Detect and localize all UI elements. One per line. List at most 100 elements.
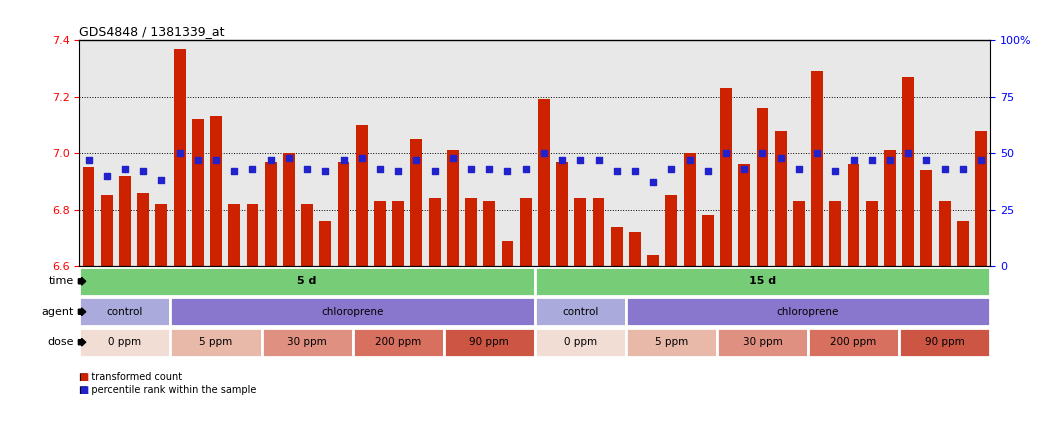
Point: [845, 157, 862, 163]
Point: [681, 157, 698, 163]
Bar: [593, 198, 605, 266]
Bar: [229, 204, 240, 266]
Point: [809, 150, 826, 157]
Text: chloroprene: chloroprene: [322, 307, 383, 317]
Bar: [756, 108, 769, 266]
Bar: [301, 204, 313, 266]
Bar: [429, 198, 441, 266]
Bar: [535, 266, 990, 296]
Point: [645, 179, 662, 186]
Bar: [684, 153, 696, 266]
Bar: [520, 198, 532, 266]
Point: [98, 172, 115, 179]
Bar: [793, 201, 805, 266]
Point: [590, 157, 607, 163]
Bar: [170, 297, 535, 327]
Text: 200 ppm: 200 ppm: [830, 337, 877, 347]
Bar: [626, 327, 717, 357]
Bar: [720, 88, 732, 266]
Bar: [884, 150, 896, 266]
Bar: [444, 327, 535, 357]
Text: 200 ppm: 200 ppm: [375, 337, 421, 347]
Bar: [866, 201, 878, 266]
Bar: [320, 221, 331, 266]
Bar: [101, 195, 112, 266]
Point: [772, 154, 789, 161]
Bar: [808, 327, 899, 357]
Point: [299, 165, 316, 172]
Bar: [483, 201, 496, 266]
Bar: [138, 192, 149, 266]
Text: ■: ■: [79, 372, 89, 382]
Bar: [265, 162, 276, 266]
Bar: [738, 165, 750, 266]
Point: [554, 157, 571, 163]
Bar: [392, 201, 405, 266]
Bar: [374, 201, 385, 266]
Point: [116, 165, 133, 172]
Bar: [502, 241, 514, 266]
Bar: [938, 201, 951, 266]
Point: [281, 154, 298, 161]
Text: chloroprene: chloroprene: [777, 307, 839, 317]
Point: [499, 168, 516, 175]
Point: [718, 150, 735, 157]
Point: [463, 165, 480, 172]
Bar: [283, 153, 294, 266]
Bar: [338, 162, 349, 266]
Point: [900, 150, 917, 157]
Text: 0 ppm: 0 ppm: [563, 337, 597, 347]
Point: [226, 168, 243, 175]
Point: [954, 165, 971, 172]
Point: [972, 157, 989, 163]
Bar: [775, 131, 787, 266]
Bar: [847, 165, 860, 266]
Bar: [535, 297, 626, 327]
Text: 90 ppm: 90 ppm: [469, 337, 509, 347]
Point: [918, 157, 935, 163]
Text: 0 ppm: 0 ppm: [108, 337, 142, 347]
Text: 30 ppm: 30 ppm: [742, 337, 783, 347]
Point: [208, 157, 225, 163]
Point: [80, 157, 97, 163]
Bar: [611, 227, 623, 266]
Bar: [899, 327, 990, 357]
Bar: [920, 170, 932, 266]
Text: 5 d: 5 d: [298, 276, 317, 286]
Bar: [356, 125, 367, 266]
Bar: [247, 204, 258, 266]
Point: [936, 165, 953, 172]
Text: GDS4848 / 1381339_at: GDS4848 / 1381339_at: [79, 25, 225, 38]
Point: [317, 168, 334, 175]
Text: dose: dose: [48, 337, 74, 347]
Text: 5 ppm: 5 ppm: [199, 337, 233, 347]
Point: [663, 165, 680, 172]
Point: [699, 168, 716, 175]
Bar: [647, 255, 659, 266]
Bar: [556, 162, 568, 266]
Bar: [465, 198, 477, 266]
Point: [263, 157, 280, 163]
Point: [190, 157, 207, 163]
Bar: [626, 297, 990, 327]
Text: 5 ppm: 5 ppm: [654, 337, 688, 347]
Point: [627, 168, 644, 175]
Point: [736, 165, 753, 172]
Bar: [811, 71, 823, 266]
Bar: [538, 99, 550, 266]
Point: [790, 165, 807, 172]
Point: [754, 150, 771, 157]
Point: [354, 154, 371, 161]
Point: [517, 165, 534, 172]
Bar: [717, 327, 808, 357]
Bar: [79, 297, 170, 327]
Point: [863, 157, 880, 163]
Bar: [957, 221, 969, 266]
Point: [881, 157, 898, 163]
Text: ■: ■: [79, 385, 89, 395]
Text: 90 ppm: 90 ppm: [925, 337, 965, 347]
Point: [134, 168, 151, 175]
Text: control: control: [107, 307, 143, 317]
Bar: [79, 266, 535, 296]
Bar: [902, 77, 914, 266]
